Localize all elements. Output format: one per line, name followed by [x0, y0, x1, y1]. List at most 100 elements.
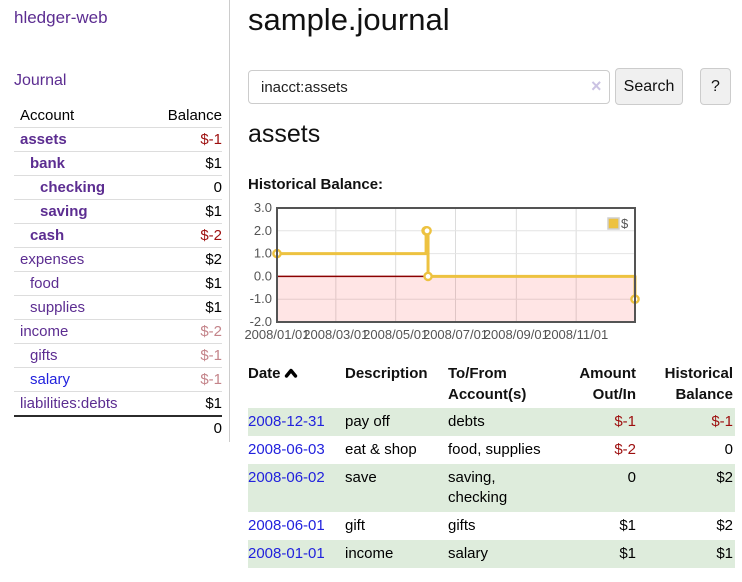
svg-text:2008/11/01: 2008/11/01 [544, 327, 608, 342]
account-row: cash $-2 [14, 223, 222, 248]
account-row: salary $-1 [14, 367, 222, 392]
header-date[interactable]: Date [248, 360, 345, 408]
page-title: sample.journal [248, 2, 450, 37]
sort-ascending-icon [284, 368, 297, 378]
transaction-description: eat & shop [345, 441, 417, 458]
account-row: liabilities:debts $1 [14, 391, 222, 417]
account-link-income[interactable]: income [20, 323, 69, 340]
transaction-date-link[interactable]: 2008-06-03 [248, 441, 325, 458]
transaction-amount: $-2 [614, 441, 636, 458]
svg-text:2008/05/01: 2008/05/01 [363, 327, 428, 342]
account-link-checking[interactable]: checking [40, 179, 106, 196]
header-accounts: To/From Account(s) [448, 365, 527, 403]
svg-text:2008/09/01: 2008/09/01 [484, 327, 549, 342]
transaction-amount: $1 [619, 517, 636, 534]
account-link-expenses[interactable]: expenses [20, 251, 85, 268]
transaction-historical: 0 [724, 441, 733, 458]
account-balance: $-1 [200, 371, 222, 388]
account-row: saving $1 [14, 199, 222, 224]
header-description: Description [345, 365, 428, 382]
account-link-saving[interactable]: saving [40, 203, 88, 220]
sidebar-item-journal[interactable]: Journal [14, 72, 67, 89]
brand-link[interactable]: hledger-web [14, 8, 108, 27]
accounts-table: Account Balance assets $-1 bank $1 check… [14, 104, 222, 440]
account-balance: $-2 [200, 323, 222, 340]
clear-search-icon[interactable]: × [591, 76, 602, 96]
transaction-amount: $1 [619, 545, 636, 562]
account-link-supplies[interactable]: supplies [30, 299, 86, 316]
account-balance: $1 [205, 155, 222, 172]
transaction-accounts: saving, checking [448, 469, 508, 506]
transaction-accounts: salary [448, 545, 489, 562]
chart-title: Historical Balance: [248, 176, 384, 193]
account-row: expenses $2 [14, 247, 222, 272]
search-input[interactable] [248, 70, 610, 104]
svg-text:1.0: 1.0 [254, 246, 272, 261]
svg-text:2008/03/01: 2008/03/01 [303, 327, 368, 342]
accounts-header-account: Account [20, 107, 75, 124]
transactions-table: Date Description To/From Account(s) Amou… [248, 360, 735, 568]
transaction-row: 2008-01-01 income salary $1 $1 [248, 540, 735, 568]
transaction-accounts: food, supplies [448, 441, 541, 458]
transactions-header-row: Date Description To/From Account(s) Amou… [248, 360, 735, 408]
account-row: income $-2 [14, 319, 222, 344]
transaction-date-link[interactable]: 2008-01-01 [248, 545, 325, 562]
accounts-header-row: Account Balance [14, 104, 222, 128]
account-balance: $-2 [200, 227, 222, 244]
svg-text:2008/01/01: 2008/01/01 [244, 327, 309, 342]
chart-canvas: $3.0 2.0 1.0 0.0 -1.0 -2.02008/01/012008/03/0… [244, 200, 640, 342]
transaction-row: 2008-06-01 gift gifts $1 $2 [248, 512, 735, 540]
transaction-date-link[interactable]: 2008-06-02 [248, 469, 325, 486]
account-link-cash[interactable]: cash [30, 227, 65, 244]
transaction-description: save [345, 469, 377, 486]
transaction-row: 2008-06-03 eat & shop food, supplies $-2… [248, 436, 735, 464]
account-row: assets $-1 [14, 127, 222, 152]
transaction-historical: $-1 [711, 413, 733, 430]
transaction-amount: 0 [627, 469, 636, 486]
transaction-date-link[interactable]: 2008-06-01 [248, 517, 325, 534]
account-row: food $1 [14, 271, 222, 296]
account-balance: $1 [205, 395, 222, 412]
accounts-total: 0 [213, 420, 222, 437]
account-link-liabilities-debts[interactable]: liabilities:debts [20, 395, 118, 412]
account-link-gifts[interactable]: gifts [30, 347, 58, 364]
svg-text:3.0: 3.0 [254, 200, 272, 215]
account-link-salary[interactable]: salary [30, 371, 71, 388]
transaction-amount: $-1 [614, 413, 636, 430]
transaction-description: gift [345, 517, 366, 534]
account-balance: 0 [213, 179, 222, 196]
transaction-historical: $2 [716, 469, 733, 486]
accounts-total-row: 0 [14, 416, 222, 440]
account-balance: $2 [205, 251, 222, 268]
historical-balance-chart: $3.0 2.0 1.0 0.0 -1.0 -2.0 2008/01/01 2008/03/0… [240, 200, 740, 348]
transaction-date-link[interactable]: 2008-12-31 [248, 413, 325, 430]
header-historical: Historical Balance [664, 365, 733, 403]
transaction-row: 2008-06-02 save saving, checking 0 $2 [248, 464, 735, 512]
sidebar: hledger-web Journal Account Balance asse… [0, 0, 230, 442]
transaction-historical: $1 [716, 545, 733, 562]
account-row: supplies $1 [14, 295, 222, 320]
svg-text:2008/07/01: 2008/07/01 [423, 327, 488, 342]
transaction-accounts: debts [448, 413, 485, 430]
header-amount: Amount Out/In [579, 365, 636, 403]
account-link-food[interactable]: food [30, 275, 60, 292]
svg-text:0.0: 0.0 [254, 268, 272, 283]
search-button[interactable]: Search [615, 68, 683, 105]
register-account-heading: assets [248, 120, 321, 148]
svg-text:-2.0: -2.0 [250, 314, 272, 329]
account-balance: $-1 [200, 131, 222, 148]
account-row: checking 0 [14, 175, 222, 200]
accounts-header-balance: Balance [167, 107, 222, 124]
help-button[interactable]: ? [700, 68, 731, 105]
account-link-bank[interactable]: bank [30, 155, 66, 172]
transaction-row: 2008-12-31 pay off debts $-1 $-1 [248, 408, 735, 436]
transaction-description: income [345, 545, 394, 562]
account-link-assets[interactable]: assets [20, 131, 67, 148]
account-balance: $1 [205, 275, 222, 292]
transaction-historical: $2 [716, 517, 733, 534]
svg-text:2.0: 2.0 [254, 223, 272, 238]
account-row: gifts $-1 [14, 343, 222, 368]
account-balance: $1 [205, 299, 222, 316]
account-balance: $1 [205, 203, 222, 220]
